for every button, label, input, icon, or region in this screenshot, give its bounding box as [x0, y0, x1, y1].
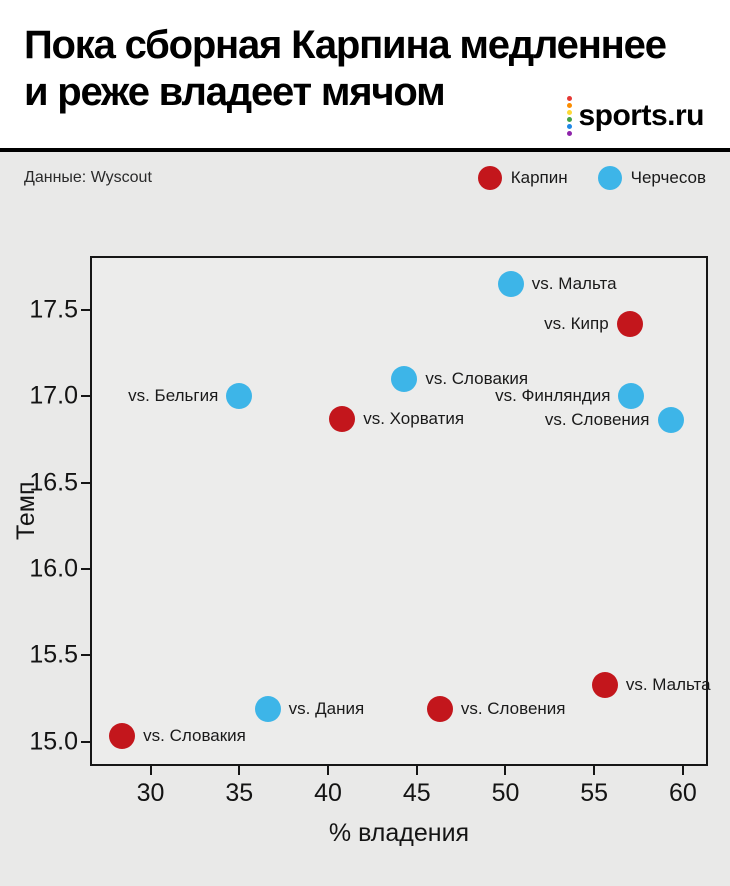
- y-axis-tick: [81, 567, 92, 570]
- data-point-marker: [329, 405, 356, 432]
- data-point-label: vs. Мальта: [531, 273, 617, 293]
- header: Пока сборная Карпина медленнее и реже вл…: [0, 0, 730, 148]
- header-divider: [0, 148, 730, 152]
- logo-dot: [567, 117, 573, 122]
- y-axis-tick: [81, 654, 92, 657]
- logo-dot: [567, 124, 573, 129]
- legend-label-karpin: Карпин: [510, 168, 568, 187]
- data-point-marker: [618, 383, 645, 410]
- x-tick-label: 50: [491, 779, 520, 807]
- karpin-dot-icon: [477, 166, 502, 190]
- page-title: Пока сборная Карпина медленнее и реже вл…: [24, 22, 706, 116]
- data-source-label: Данные: Wyscout: [24, 169, 152, 186]
- logo-text: sports.ru: [578, 99, 704, 132]
- data-point-label: vs. Словакия: [143, 726, 246, 746]
- y-tick-label: 15.5: [29, 640, 78, 669]
- legend-label-cherchesov: Черчесов: [630, 168, 706, 187]
- x-tick-label: 60: [669, 779, 697, 807]
- x-axis-tick: [504, 764, 507, 775]
- x-tick-label: 35: [225, 779, 254, 807]
- x-axis-tick: [593, 764, 596, 775]
- logo-dot: [567, 103, 573, 108]
- x-axis-tick: [327, 764, 330, 775]
- y-axis-tick: [81, 740, 92, 743]
- data-point-label: vs. Дания: [288, 698, 365, 718]
- data-point-marker: [616, 310, 643, 337]
- y-axis-tick: [81, 481, 92, 484]
- y-axis-tick: [81, 395, 92, 398]
- data-point-label: vs. Бельгия: [128, 386, 219, 406]
- x-tick-label: 40: [314, 779, 342, 807]
- legend: Карпин Черчесов: [477, 166, 706, 190]
- data-point-marker: [497, 270, 524, 297]
- data-point-marker: [226, 383, 253, 410]
- logo-dot: [567, 110, 573, 115]
- y-tick-label: 16.0: [29, 554, 78, 583]
- logo-dot: [567, 96, 573, 101]
- plot-area: 30 35 40 45 50 55 60 15.0 15.5 16.0 16.5 17.0 17.5 vs…: [29, 256, 711, 807]
- y-tick-label: 17.0: [29, 381, 78, 410]
- data-point-label: vs. Кипр: [544, 313, 609, 333]
- y-tick-label: 16.5: [29, 468, 78, 496]
- x-tick-label: 55: [580, 779, 609, 807]
- data-point-label: vs. Финляндия: [495, 386, 611, 406]
- data-point-label: vs. Словакия: [425, 368, 529, 388]
- title-line-1: Пока сборная Карпина медленнее: [24, 23, 667, 67]
- logo-dots-icon: [567, 96, 573, 136]
- title-line-2: и реже владеет мячом: [24, 70, 446, 115]
- x-axis-title: % владения: [328, 819, 470, 847]
- y-axis-title: Темп: [12, 481, 40, 541]
- subheader: Данные: Wyscout Карпин Черчесов: [0, 152, 730, 191]
- logo-dot: [567, 131, 573, 136]
- x-tick-label: 30: [136, 779, 165, 807]
- data-point-marker: [254, 695, 281, 722]
- x-tick-label: 45: [402, 779, 431, 807]
- sports-ru-logo: sports.ru: [567, 96, 704, 136]
- data-point-label: vs. Словения: [544, 410, 650, 430]
- y-tick-label: 17.5: [29, 295, 78, 324]
- y-tick-label: 15.0: [29, 727, 78, 756]
- y-axis-tick: [81, 308, 92, 311]
- x-axis-tick: [415, 764, 418, 775]
- legend-item-karpin: Карпин: [477, 166, 568, 190]
- data-point-marker: [657, 407, 684, 434]
- x-axis-tick: [681, 764, 684, 775]
- data-point-marker: [391, 365, 418, 392]
- data-point-marker: [426, 695, 453, 722]
- cherchesov-dot-icon: [597, 166, 622, 190]
- data-point-marker: [109, 723, 136, 750]
- x-axis-tick: [149, 764, 152, 775]
- scatter-chart: Темп 30 35 40 45 50 55 60 15.0 15.5 16.0 16.5 17.0 1…: [0, 191, 730, 886]
- legend-item-cherchesov: Черчесов: [597, 166, 706, 190]
- data-point-label: vs. Словения: [460, 698, 566, 718]
- x-axis-tick: [238, 764, 241, 775]
- data-point-label: vs. Хорватия: [363, 408, 465, 428]
- data-point-label: vs. Мальта: [625, 674, 711, 694]
- data-point-marker: [591, 671, 618, 698]
